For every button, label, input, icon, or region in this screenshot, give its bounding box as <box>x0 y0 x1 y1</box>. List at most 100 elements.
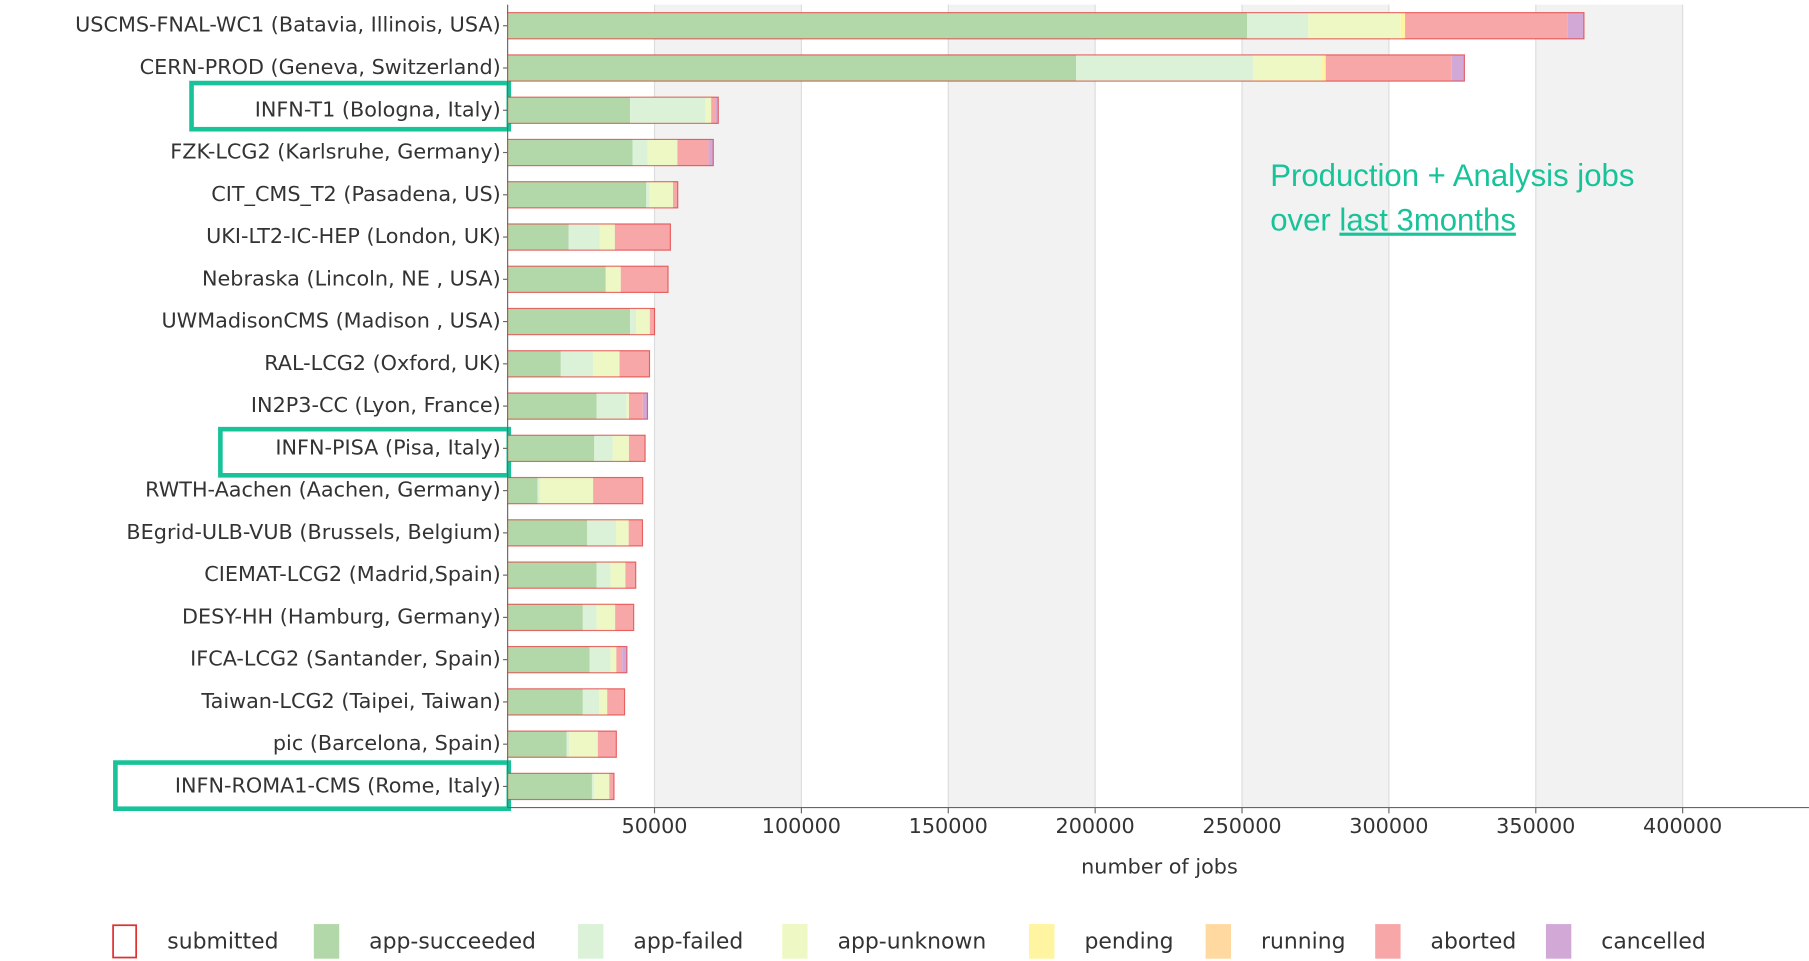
background-band <box>1535 4 1683 808</box>
bar-segment <box>507 562 597 589</box>
background-band <box>948 4 1096 808</box>
bar-segment <box>636 308 650 335</box>
x-tick-label: 50000 <box>622 814 688 838</box>
bar-outline <box>507 688 626 716</box>
y-tick-label: CERN-PROD (Geneva, Switzerland) <box>140 55 501 79</box>
bar-segment <box>560 350 594 377</box>
bar-segment <box>537 477 540 504</box>
bar-outline <box>507 476 644 505</box>
bar-segment <box>609 773 614 800</box>
bar-segment <box>507 223 569 251</box>
bar-segment <box>507 97 631 124</box>
bar-segment <box>1451 54 1465 82</box>
legend-swatch <box>112 924 138 959</box>
bar-segment <box>593 477 643 504</box>
bar-segment <box>612 435 629 462</box>
x-tick-label: 400000 <box>1643 814 1722 838</box>
x-axis-title: number of jobs <box>1081 855 1238 879</box>
bar-segment <box>673 181 678 208</box>
legend-swatch <box>1029 924 1055 959</box>
y-tick-label: IFCA-LCG2 (Santander, Spain) <box>190 647 501 671</box>
bar-segment <box>569 731 598 758</box>
legend-swatch <box>1375 924 1401 959</box>
x-tick-label: 350000 <box>1496 814 1575 838</box>
bar-segment <box>1405 12 1568 39</box>
bar-segment <box>507 604 583 631</box>
y-tick-label: pic (Barcelona, Spain) <box>273 731 501 755</box>
bar-segment <box>626 392 629 420</box>
bar-segment <box>539 477 594 504</box>
bar-segment <box>620 266 669 293</box>
bar-segment <box>642 392 648 420</box>
y-tick-label: UKI-LT2-IC-HEP (London, UK) <box>206 224 501 248</box>
bar-segment <box>507 646 590 673</box>
bar-segment <box>507 308 631 335</box>
bar-outline <box>507 138 714 167</box>
background-band <box>654 4 802 808</box>
legend-swatch <box>578 924 604 959</box>
bar-segment <box>589 646 611 673</box>
x-tick-label: 250000 <box>1202 814 1281 838</box>
bar-segment <box>610 646 617 673</box>
bar-segment <box>507 266 606 293</box>
bar-segment <box>507 12 1248 39</box>
bar-outline <box>507 265 669 293</box>
bar-segment <box>622 646 627 673</box>
y-tick-label: INFN-ROMA1-CMS (Rome, Italy) <box>175 773 501 797</box>
bar-outline <box>507 350 651 378</box>
bar-segment <box>705 97 712 124</box>
y-tick-label: INFN-PISA (Pisa, Italy) <box>275 435 500 459</box>
bar-segment <box>616 519 629 546</box>
bar-segment <box>507 435 595 462</box>
x-tick-label: 200000 <box>1056 814 1135 838</box>
y-tick-label: USCMS-FNAL-WC1 (Batavia, Illinois, USA) <box>75 13 501 37</box>
annotation-part: over <box>1270 203 1331 238</box>
bar-segment <box>646 181 650 208</box>
bar-segment <box>507 519 588 546</box>
bar-segment <box>507 392 597 420</box>
bar-segment <box>599 223 615 251</box>
bar-segment <box>594 435 613 462</box>
bar-segment <box>649 181 674 208</box>
x-tick-label: 300000 <box>1349 814 1428 838</box>
bar-segment <box>1076 54 1253 82</box>
bar-outline <box>507 223 671 251</box>
bar-segment <box>1400 12 1406 39</box>
bar-outline <box>507 181 679 209</box>
legend-label: aborted <box>1431 930 1517 955</box>
bar-segment <box>1325 54 1452 82</box>
bar-segment <box>507 350 561 377</box>
annotation: Production + Analysis jobs <box>1270 158 1634 193</box>
legend-swatch <box>1545 924 1572 959</box>
y-tick-label: INFN-T1 (Bologna, Italy) <box>255 97 501 121</box>
bar-segment <box>596 604 616 631</box>
bar-segment <box>507 181 647 208</box>
background-band <box>1242 4 1389 808</box>
bar-segment <box>610 562 626 589</box>
y-tick-label: BEgrid-ULB-VUB (Brussels, Belgium) <box>126 520 500 544</box>
bar-segment <box>615 604 634 631</box>
bar-segment <box>591 773 595 800</box>
bar-outline <box>507 392 649 420</box>
bar-segment <box>596 562 611 589</box>
bar-segment <box>630 308 637 335</box>
x-tick-label: 100000 <box>762 814 841 838</box>
bar-outline <box>507 603 635 632</box>
bar-outline <box>507 54 1465 82</box>
bar-segment <box>507 688 583 716</box>
bar-segment <box>507 139 633 166</box>
bar-outline <box>507 307 656 336</box>
bar-outline <box>507 434 646 463</box>
bar-segment <box>647 139 678 166</box>
bar-segment <box>1308 12 1401 39</box>
bar-segment <box>711 97 716 124</box>
bar-segment <box>605 266 621 293</box>
bar-segment <box>582 604 597 631</box>
legend-label: pending <box>1084 930 1173 955</box>
bar-segment <box>582 688 599 716</box>
y-tick-label: DESY-HH (Hamburg, Germany) <box>182 604 501 628</box>
annotation-link: last 3months <box>1339 203 1515 238</box>
y-tick-label: Nebraska (Lincoln, NE , USA) <box>202 266 501 290</box>
bar-segment <box>715 97 719 124</box>
y-tick-label: CIEMAT-LCG2 (Madrid,Spain) <box>204 562 500 586</box>
